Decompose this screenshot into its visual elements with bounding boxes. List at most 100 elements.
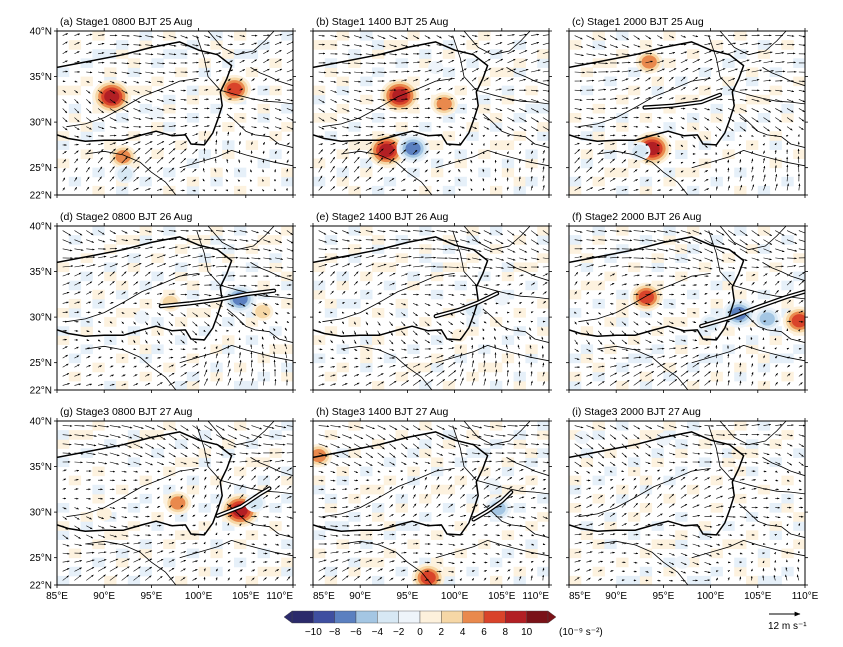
vorticity-center <box>451 328 467 342</box>
wind-vectors <box>318 230 549 386</box>
colorbar-swatch <box>483 610 506 624</box>
colorbar-swatch <box>526 610 549 624</box>
colorbar-tick-label: 4 <box>460 627 466 638</box>
vorticity-center <box>430 92 458 116</box>
panel-i: (i) Stage3 2000 BJT 27 Aug <box>566 406 808 588</box>
vorticity-center <box>411 563 445 585</box>
vorticity-center <box>164 491 192 515</box>
panel-h: (h) Stage3 1400 BJT 27 Aug <box>310 406 552 588</box>
panel-frame <box>312 420 550 586</box>
y-tick-label: 35°N <box>30 72 52 83</box>
x-tick-label: 105°E <box>232 591 260 602</box>
vorticity-center <box>629 142 651 161</box>
colorbar-tick-label: −8 <box>329 627 341 638</box>
boundaries <box>569 421 805 585</box>
vorticity-center <box>114 164 136 184</box>
x-tick-label: 95°E <box>397 591 419 602</box>
wind-vectors <box>574 423 805 582</box>
colorbar-swatch <box>398 610 421 624</box>
y-tick-label: 30°N <box>30 313 52 324</box>
colorbar-tick-label: −2 <box>393 627 405 638</box>
colorbar-swatch <box>377 610 399 624</box>
y-tick-label: 22°N <box>30 191 52 202</box>
colorbar: −10 −8 −6 −4 −2 0 2 4 6 8 10 (10⁻⁹ s⁻²) <box>283 610 603 638</box>
panel-title: (g) Stage3 0800 BJT 27 Aug <box>60 406 192 418</box>
wind-vectors <box>62 229 293 386</box>
vorticity-center <box>134 310 150 324</box>
y-tick-label: 30°N <box>30 508 52 519</box>
panel-title: (i) Stage3 2000 BJT 27 Aug <box>572 406 701 418</box>
panel-a: (a) Stage1 0800 BJT 25 Aug <box>54 16 296 198</box>
panel-frame <box>56 30 294 196</box>
x-tick-label: 85°E <box>46 591 68 602</box>
panel-title: (b) Stage1 1400 BJT 25 Aug <box>316 16 448 28</box>
panel-title: (d) Stage2 0800 BJT 26 Aug <box>60 211 192 223</box>
panel-e: (e) Stage2 1400 BJT 26 Aug <box>310 211 552 393</box>
panel-f: (f) Stage2 2000 BJT 26 Aug <box>566 211 808 393</box>
panel-c: (c) Stage1 2000 BJT 25 Aug <box>566 16 808 198</box>
boundaries <box>313 31 549 195</box>
y-tick-label: 30°N <box>30 118 52 129</box>
y-tick-label: 35°N <box>30 267 52 278</box>
colorbar-swatch <box>355 610 378 624</box>
boundaries <box>569 31 805 195</box>
panel-d: (d) Stage2 0800 BJT 26 Aug <box>54 211 296 393</box>
colorbar-unit: (10⁻⁹ s⁻²) <box>559 627 603 638</box>
colorbar-tick-label: 10 <box>521 627 533 638</box>
panel-frame <box>568 225 806 391</box>
wind-vectors <box>318 33 549 192</box>
x-tick-label: 85°E <box>569 591 591 602</box>
x-tick-label: 110°E <box>266 591 293 602</box>
colorbar-swatch <box>419 610 442 624</box>
wind-vectors <box>62 33 293 192</box>
colorbar-tick-label: 0 <box>417 627 423 638</box>
colorbar-swatch <box>334 610 357 624</box>
vorticity-center <box>109 144 137 169</box>
x-tick-label: 100°E <box>185 591 213 602</box>
vorticity-center <box>396 134 430 163</box>
x-tick-label: 105°E <box>488 591 516 602</box>
y-tick-label: 25°N <box>30 358 52 369</box>
panel-frame <box>56 225 294 391</box>
panel-grid: (a) Stage1 0800 BJT 25 Aug (b) Stage1 140… <box>54 16 808 588</box>
vorticity-center <box>428 60 444 75</box>
reference-vector: 12 m s⁻¹ <box>768 611 807 632</box>
colorbar-tick-label: 8 <box>503 627 509 638</box>
boundaries <box>313 421 549 585</box>
x-tick-label: 90°E <box>349 591 371 602</box>
y-tick-label: 40°N <box>30 222 52 233</box>
boundaries <box>57 31 293 195</box>
vorticity-center <box>782 306 805 336</box>
panel-frame <box>312 225 550 391</box>
y-tick-label: 35°N <box>30 462 52 473</box>
vorticity-center <box>753 307 781 331</box>
vorticity-center <box>629 282 663 312</box>
x-tick-label: 85°E <box>313 591 335 602</box>
boundaries <box>313 226 549 390</box>
vorticity-center <box>484 496 512 521</box>
axis-labels: 22°N 25°N 30°N 35°N 40°N 22°N 25°N 30°N 35°N 40°N… <box>30 27 819 603</box>
panel-b: (b) Stage1 1400 BJT 25 Aug <box>310 16 552 198</box>
y-tick-label: 25°N <box>30 553 52 564</box>
colorbar-swatch <box>313 610 335 624</box>
vorticity-center <box>574 430 590 444</box>
panel-g: (g) Stage3 0800 BJT 27 Aug <box>54 406 296 588</box>
vorticity-center <box>494 292 510 306</box>
colorbar-swatch <box>291 610 314 624</box>
y-tick-label: 40°N <box>30 27 52 38</box>
panel-title: (f) Stage2 2000 BJT 26 Aug <box>572 211 702 223</box>
colorbar-tick-label: 6 <box>481 627 487 638</box>
panel-frame <box>56 420 294 586</box>
panel-title: (e) Stage2 1400 BJT 26 Aug <box>316 211 448 223</box>
colorbar-tick-label: −4 <box>372 627 384 638</box>
panel-title: (a) Stage1 0800 BJT 25 Aug <box>60 16 192 28</box>
vorticity-center <box>217 74 252 104</box>
panel-frame <box>568 420 806 586</box>
colorbar-swatch <box>462 610 485 624</box>
x-tick-label: 95°E <box>141 591 163 602</box>
y-tick-label: 22°N <box>30 386 52 397</box>
reference-vector-label: 12 m s⁻¹ <box>768 621 807 632</box>
wind-vectors <box>318 424 549 582</box>
x-tick-label: 90°E <box>605 591 627 602</box>
wind-vectors <box>62 424 293 581</box>
